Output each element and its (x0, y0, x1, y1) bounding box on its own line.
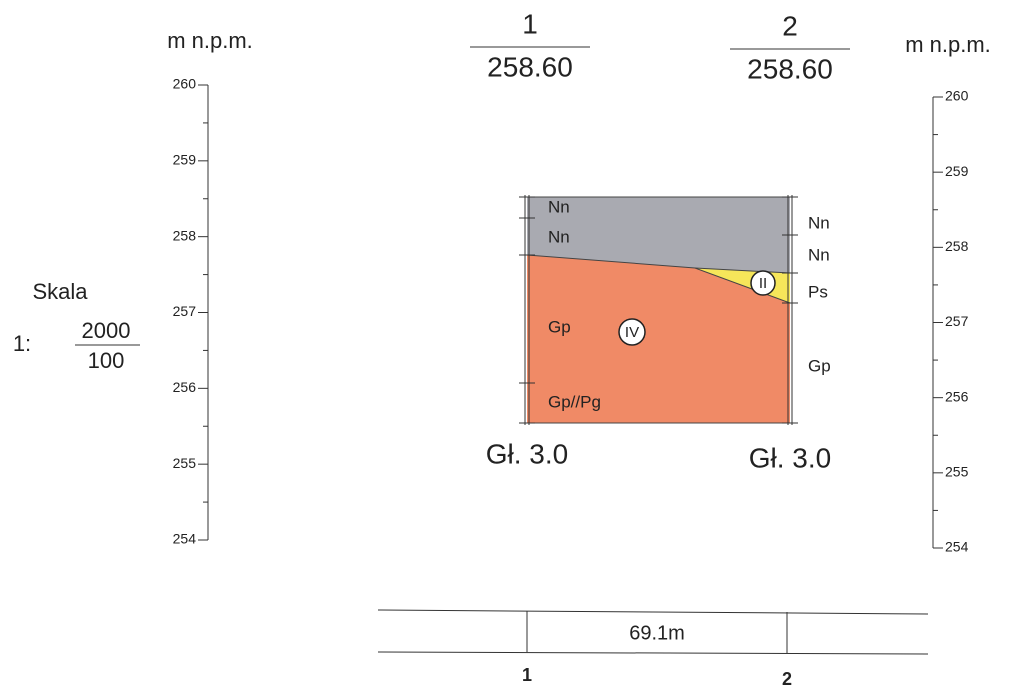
layer-label: Gp (548, 317, 571, 336)
layer-nn (527, 197, 790, 273)
point-label: 1 (522, 665, 532, 685)
layer-label: Nn (808, 245, 830, 264)
depth-label: Gł. 3.0 (486, 438, 568, 469)
tick-label: 258 (173, 227, 197, 243)
tick-label: 260 (945, 88, 969, 104)
tick-label: 254 (945, 539, 969, 555)
point-label: 2 (782, 669, 792, 689)
unit-label: IV (625, 324, 639, 341)
unit-badge (618, 318, 646, 346)
tick-label: 256 (945, 388, 969, 404)
tick-label: 259 (945, 163, 969, 179)
tick-label: 256 (173, 379, 197, 395)
right-unit: m n.p.m. (905, 32, 991, 57)
tick-label: 257 (173, 303, 197, 319)
depth-label: Gł. 3.0 (749, 442, 831, 473)
layer-label: Nn (808, 213, 830, 232)
borehole-elevation: 258.60 (487, 51, 573, 82)
distance-label: 69.1m (629, 622, 685, 644)
layer-label: Gp (808, 356, 831, 375)
tick-label: 255 (173, 455, 197, 471)
unit-label: II (759, 275, 767, 292)
tick-label: 255 (945, 464, 969, 480)
distance-table (377, 609, 929, 655)
tick-label: 259 (173, 152, 197, 168)
layer-label: Ps (808, 282, 828, 301)
layer-label: Gp//Pg (548, 392, 601, 411)
unit-badge (750, 270, 776, 296)
layer-gp (527, 255, 790, 423)
scale-prefix: 1: (13, 331, 31, 356)
left-unit: m n.p.m. (167, 28, 253, 53)
scale-label: Skala (32, 279, 88, 304)
borehole-number: 2 (782, 10, 798, 41)
layer-label: Nn (548, 197, 570, 216)
boundary (694, 267, 791, 274)
scale-numerator: 2000 (82, 318, 131, 343)
layer-label: Nn (548, 227, 570, 246)
scale-denominator: 100 (88, 348, 125, 373)
tick-label: 258 (945, 238, 969, 254)
borehole-elevation: 258.60 (747, 53, 833, 84)
tick-label: 257 (945, 313, 969, 329)
tick-label: 254 (173, 531, 197, 547)
borehole-column (519, 195, 798, 425)
borehole-number: 1 (522, 8, 538, 39)
tick-label: 260 (173, 76, 197, 92)
